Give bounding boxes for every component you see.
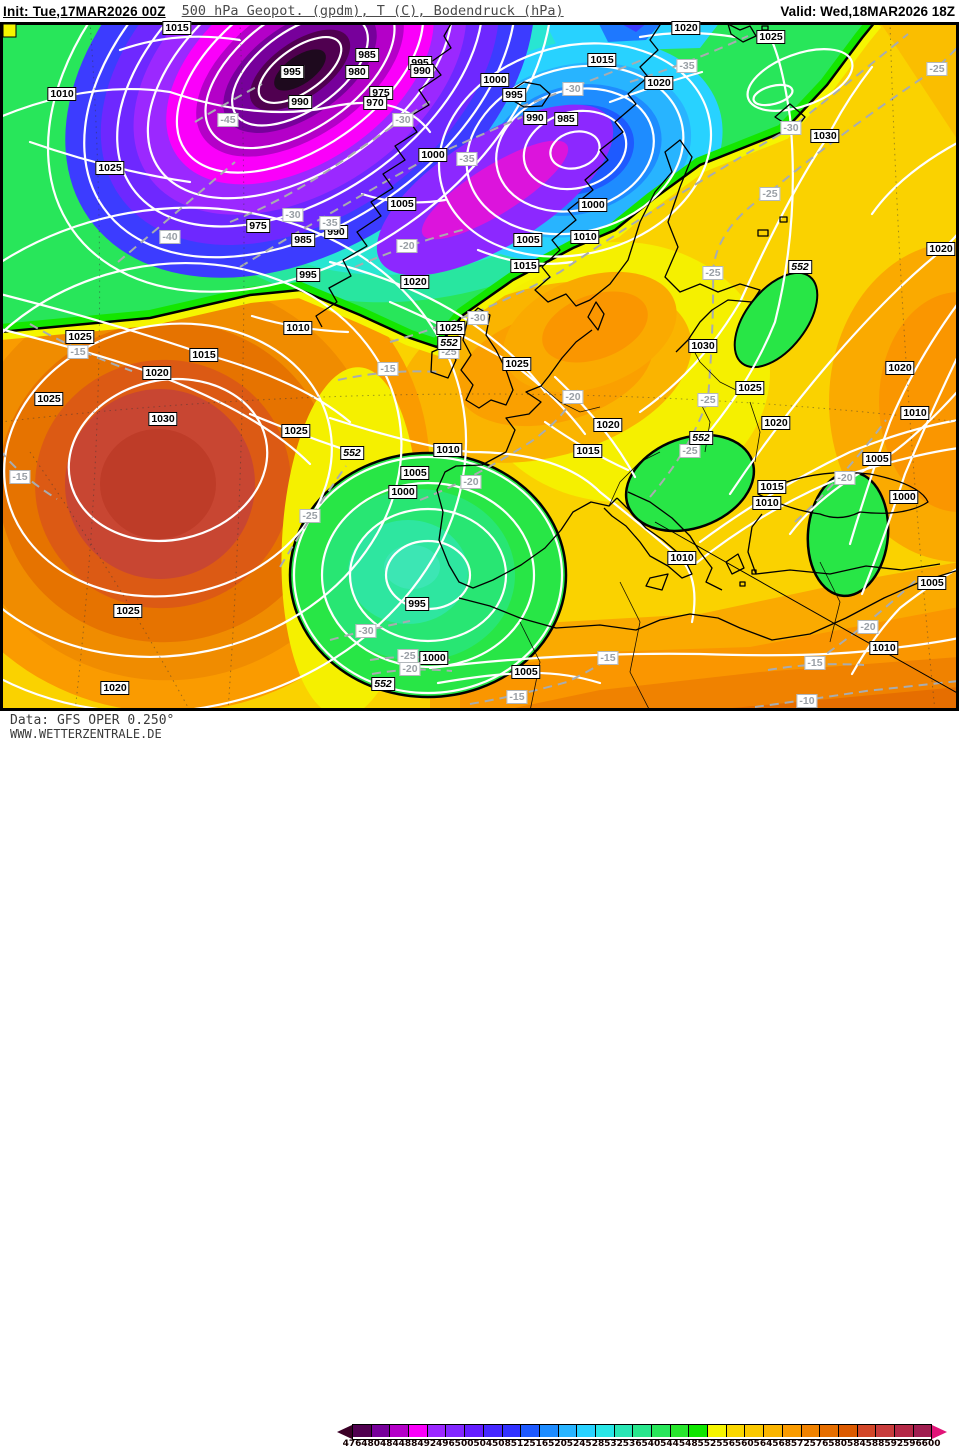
colorbar-tick-label: 584	[846, 1439, 866, 1449]
colorbar-tick-label: 564	[753, 1439, 773, 1449]
height-contour-552	[0, 22, 876, 349]
colorbar-swatch	[446, 1424, 466, 1437]
colorbar-tick-label: 580	[828, 1439, 848, 1449]
graticule-diagonal	[654, 521, 959, 695]
colorbar-swatch	[726, 1424, 746, 1437]
init-time-label: Init: Tue,17MAR2026 00Z	[3, 3, 166, 19]
coastlines-layer	[315, 22, 959, 641]
colorbar-swatch	[521, 1424, 540, 1437]
colorbar-tick-label: 556	[716, 1439, 735, 1449]
colorbar-swatch	[689, 1424, 709, 1437]
website-label: WWW.WETTERZENTRALE.DE	[10, 727, 162, 741]
weather-map	[0, 22, 959, 711]
colorbar-strip	[352, 1423, 933, 1440]
colorbar-swatch	[764, 1424, 783, 1437]
colorbar-swatch	[371, 1424, 391, 1437]
colorbar-swatch	[483, 1424, 503, 1437]
colorbar-swatch	[652, 1424, 671, 1437]
colorbar-tick-label: 540	[641, 1439, 661, 1449]
colorbar-tick-label: 572	[790, 1439, 810, 1449]
weather-map-canvas	[0, 22, 959, 711]
colorbar-tick-label: 496	[435, 1439, 455, 1449]
colorbar-swatch	[838, 1424, 858, 1437]
colorbar-tick-label: 480	[361, 1439, 381, 1449]
country-borders-layer	[519, 339, 841, 711]
warm-airmass-fill	[0, 22, 959, 711]
colorbar-tick-label: 548	[678, 1439, 698, 1449]
colorbar-swatch	[390, 1424, 410, 1437]
colorbar-swatch	[670, 1424, 690, 1437]
colorbar-tick-label: 476	[342, 1439, 362, 1449]
colorbar-tick-label: 492	[417, 1439, 437, 1449]
colorbar-swatch	[614, 1424, 634, 1437]
valid-time-label: Valid: Wed,18MAR2026 18Z	[780, 3, 955, 19]
colorbar-swatch	[876, 1424, 895, 1437]
colorbar-tick-label: 560	[734, 1439, 754, 1449]
colorbar-swatch	[353, 1424, 372, 1437]
colorbar-tick-label: 568	[772, 1439, 792, 1449]
colorbar-swatch	[409, 1424, 428, 1437]
colorbar-swatch	[539, 1424, 559, 1437]
colorbar-tick-label: 600	[921, 1439, 941, 1449]
colorbar-tick-label: 524	[566, 1439, 586, 1449]
header-bar: Init: Tue,17MAR2026 00Z 500 hPa Geopot. …	[0, 0, 959, 22]
colorbar-tick-label: 576	[809, 1439, 829, 1449]
colorbar-swatch	[708, 1424, 727, 1437]
colorbar-tick-label: 536	[622, 1439, 642, 1449]
colorbar-swatch	[595, 1424, 615, 1437]
colorbar-tick-label: 544	[660, 1439, 679, 1449]
colorbar-tick-label: 504	[473, 1439, 493, 1449]
colorbar-tick-label: 512	[510, 1439, 530, 1449]
colorbar-swatch	[427, 1424, 447, 1437]
colorbar-right-arrow-icon	[932, 1424, 948, 1439]
colorbar-swatch	[857, 1424, 877, 1437]
graticule-layer	[0, 22, 959, 711]
colorbar-tick-label: 484	[379, 1439, 399, 1449]
colorbar-swatch	[745, 1424, 765, 1437]
colorbar-tick-label: 552	[697, 1439, 717, 1449]
colorbar-swatch	[801, 1424, 821, 1437]
colorbar	[337, 1423, 948, 1440]
colorbar-tick-label: 500	[454, 1439, 474, 1449]
map-frame	[0, 22, 959, 711]
colorbar-tick-label: 532	[604, 1439, 623, 1449]
colorbar-swatch	[894, 1424, 914, 1437]
footer-bar: Data: GFS OPER 0.250° WWW.WETTERZENTRALE…	[0, 711, 959, 1449]
colorbar-tick-label: 488	[398, 1439, 418, 1449]
colorbar-swatch	[782, 1424, 802, 1437]
colorbar-swatch	[820, 1424, 839, 1437]
colorbar-swatch	[913, 1424, 932, 1437]
colorbar-swatch	[465, 1424, 484, 1437]
colorbar-tick-label: 588	[865, 1439, 885, 1449]
colorbar-tick-label: 520	[548, 1439, 567, 1449]
colorbar-ticks: 476 480 484 488 492 496 500 504 508 512 516 520 524 5…	[337, 1439, 957, 1451]
colorbar-tick-label: 596	[902, 1439, 922, 1449]
colorbar-swatch	[558, 1424, 578, 1437]
colorbar-swatch	[633, 1424, 652, 1437]
colorbar-tick-label: 516	[529, 1439, 549, 1449]
colorbar-tick-label: 592	[884, 1439, 904, 1449]
colorbar-swatch	[502, 1424, 522, 1437]
colorbar-swatch	[577, 1424, 596, 1437]
colorbar-left-arrow-icon	[337, 1424, 352, 1439]
colorbar-tick-label: 528	[585, 1439, 605, 1449]
map-corner-patch	[2, 23, 17, 38]
colorbar-tick-label: 508	[492, 1439, 511, 1449]
data-source-label: Data: GFS OPER 0.250°	[10, 713, 175, 728]
chart-title: 500 hPa Geopot. (gpdm), T (C), Bodendruc…	[181, 3, 564, 19]
